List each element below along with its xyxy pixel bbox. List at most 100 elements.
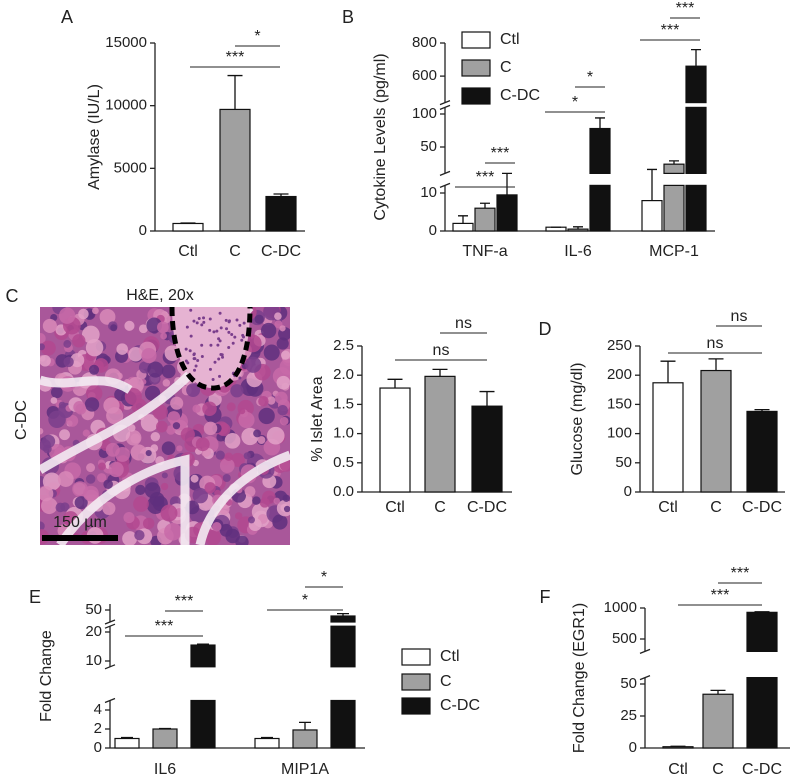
- cell: [247, 516, 255, 524]
- cell: [219, 458, 235, 473]
- islet-cell: [213, 360, 217, 364]
- islet-cell: [192, 352, 196, 356]
- islet-cell: [231, 341, 235, 345]
- cell: [252, 496, 261, 505]
- legend-swatch: [461, 59, 491, 77]
- y-tick-label: 4: [94, 701, 102, 718]
- islet-cell: [200, 323, 204, 327]
- bar: [265, 195, 297, 232]
- cell: [222, 473, 231, 482]
- cell: [142, 517, 155, 530]
- bar: [589, 127, 611, 175]
- bar: [663, 163, 685, 175]
- x-tick-label: Ctl: [668, 761, 688, 778]
- cell: [276, 375, 290, 390]
- y-tick-label: 25: [620, 707, 637, 724]
- y-tick-label: 100: [412, 105, 437, 122]
- islet-cell: [230, 332, 234, 336]
- y-tick-label: 0.0: [333, 483, 354, 500]
- islet-outline: [169, 307, 253, 391]
- y-tick-label: 0: [139, 222, 147, 239]
- cell: [85, 338, 104, 357]
- islet-cell: [215, 329, 219, 333]
- cell: [84, 397, 100, 412]
- cell: [195, 437, 210, 452]
- y-tick-label: 15000: [105, 34, 147, 51]
- islet-cell: [218, 339, 222, 343]
- islet-cell: [225, 327, 229, 331]
- axis-break: [639, 674, 651, 681]
- cell: [279, 325, 286, 332]
- cell: [160, 504, 178, 522]
- bar: [379, 387, 411, 493]
- legend-label: C-DC: [500, 87, 540, 104]
- cell: [41, 497, 58, 515]
- y-tick-label: 0.5: [333, 454, 354, 471]
- islet-cell: [184, 347, 188, 351]
- cell: [214, 489, 221, 497]
- islet-cell: [186, 361, 190, 365]
- panel-letter: A: [61, 7, 73, 27]
- cell: [70, 353, 85, 368]
- axis-break: [104, 619, 116, 625]
- cell: [40, 486, 54, 502]
- x-tick-label: MIP1A: [281, 761, 329, 778]
- bar: [330, 615, 356, 623]
- significance-label: ***: [226, 49, 245, 66]
- error-bar: [261, 736, 273, 739]
- legend-label: Ctl: [440, 648, 460, 665]
- islet-cell: [197, 316, 201, 320]
- image-title: H&E, 20x: [126, 287, 194, 304]
- legend-label: C: [500, 59, 512, 76]
- bar: [330, 699, 356, 749]
- islet-cell: [188, 349, 192, 353]
- legend-swatch: [401, 673, 431, 691]
- y-axis-label: Fold Change: [38, 630, 55, 722]
- islet-cell: [200, 355, 204, 359]
- error-bar: [647, 168, 657, 201]
- islet-cell: [216, 343, 220, 347]
- y-tick-label: 50: [420, 138, 437, 155]
- error-bar: [660, 360, 676, 383]
- cell: [164, 522, 182, 541]
- islet-cell: [242, 335, 246, 339]
- cell: [106, 407, 124, 425]
- x-tick-label: C-DC: [467, 499, 507, 516]
- cell: [254, 314, 264, 324]
- legend-label: C: [440, 673, 452, 690]
- cell: [282, 494, 290, 502]
- cell: [55, 502, 66, 513]
- error-bar: [754, 409, 770, 412]
- y-tick-label: 500: [612, 630, 637, 647]
- bar: [152, 728, 178, 749]
- cell: [257, 436, 266, 445]
- axis-break: [104, 623, 116, 629]
- significance-label: ns: [433, 342, 450, 359]
- islet-cell: [218, 311, 222, 315]
- significance-label: *: [321, 569, 327, 586]
- islet-cell: [217, 357, 221, 361]
- cell: [212, 522, 222, 532]
- error-bar: [573, 226, 583, 230]
- axis-break: [439, 182, 451, 189]
- islet-cell: [235, 318, 239, 322]
- cell: [235, 535, 249, 545]
- y-tick-label: 10: [420, 184, 437, 201]
- y-tick-label: 150: [607, 395, 632, 412]
- islet-cell: [224, 318, 228, 322]
- cell: [258, 395, 269, 407]
- cell: [204, 482, 216, 494]
- significance-label: *: [587, 69, 593, 86]
- cell: [161, 441, 176, 456]
- cell: [272, 514, 288, 530]
- x-tick-label: C-DC: [261, 243, 301, 260]
- cell: [40, 521, 45, 531]
- bar: [190, 644, 216, 668]
- significance-label: ***: [711, 587, 730, 604]
- bar: [589, 184, 611, 232]
- cell: [150, 431, 161, 442]
- cell: [42, 318, 57, 333]
- cell: [102, 501, 116, 515]
- cell: [138, 324, 148, 334]
- cell: [260, 322, 277, 339]
